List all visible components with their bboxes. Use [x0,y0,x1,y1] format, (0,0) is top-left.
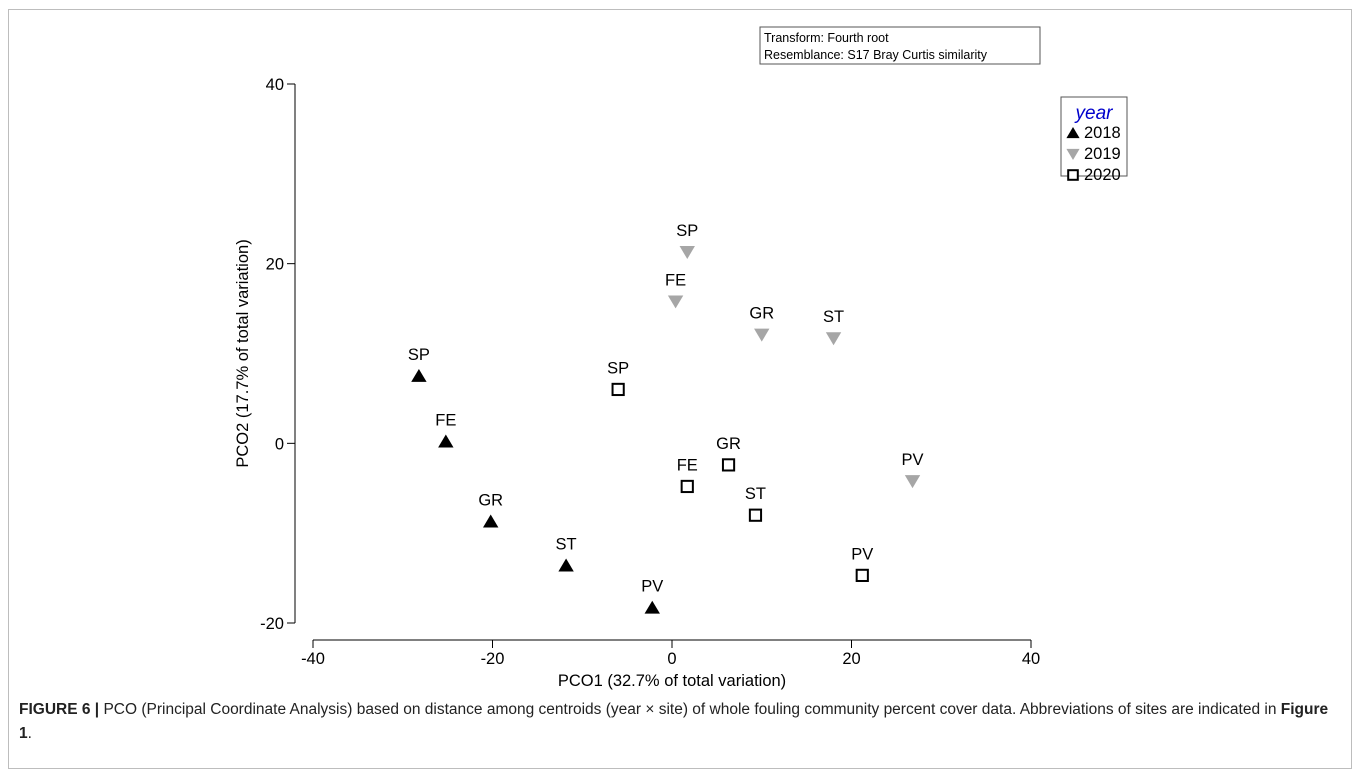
data-point-2018-fe: FE [435,412,456,448]
x-axis-ticks: -40 -20 0 20 40 [301,640,1040,668]
legend: year 2018 2019 2020 [1061,97,1127,184]
pco-scatter-chart: -40 -20 0 20 40 -20 0 20 40 PCO1 (32.7% of tota… [0,0,1360,690]
point-marker [645,601,660,614]
caption-figure-label: FIGURE 6 | [19,701,99,718]
point-marker [750,510,761,521]
x-tick-label: -40 [301,650,325,668]
point-label: ST [556,536,577,554]
legend-label: 2019 [1084,145,1121,163]
point-marker [723,459,734,470]
legend-title: year [1074,103,1114,124]
caption-end: . [28,725,32,742]
y-tick-label: 0 [275,435,284,453]
x-tick-label: 20 [842,650,860,668]
point-label: FE [435,412,456,430]
point-label: SP [408,346,430,364]
x-tick-label: -20 [481,650,505,668]
x-axis-label: PCO1 (32.7% of total variation) [558,672,786,690]
annotation-transform: Transform: Fourth root [764,31,889,45]
point-label: GR [478,491,503,509]
data-point-2020-gr: GR [716,435,741,471]
data-point-2019-fe: FE [665,271,686,308]
point-label: PV [851,545,873,563]
point-marker [754,329,769,342]
point-marker [668,295,683,308]
point-label: ST [823,308,844,326]
annotation-resemblance: Resemblance: S17 Bray Curtis similarity [764,48,988,62]
transform-annotation: Transform: Fourth root Resemblance: S17 … [760,27,1040,64]
point-label: ST [745,485,766,503]
point-label: PV [641,578,663,596]
point-marker [682,481,693,492]
point-marker [483,514,498,527]
data-point-2018-pv: PV [641,578,663,614]
legend-label: 2018 [1084,124,1121,142]
point-label: SP [676,222,698,240]
point-label: GR [716,435,741,453]
data-point-2020-st: ST [745,485,766,521]
data-point-2020-sp: SP [607,359,629,395]
y-tick-label: -20 [260,615,284,633]
data-point-2019-gr: GR [749,305,774,342]
point-label: FE [677,456,698,474]
axes: -40 -20 0 20 40 -20 0 20 40 PCO1 (32.7% of tota… [234,76,1040,690]
point-marker [411,369,426,382]
legend-marker [1068,170,1078,180]
data-point-2018-st: ST [556,536,577,572]
point-marker [905,475,920,488]
point-marker [857,570,868,581]
data-points: SP FE GR ST PV SP FE GR ST PV SP FE GR ST PV [408,222,924,614]
legend-label: 2020 [1084,166,1121,184]
y-tick-label: 40 [266,76,284,94]
data-point-2020-pv: PV [851,545,873,581]
data-point-2020-fe: FE [677,456,698,492]
point-label: FE [665,271,686,289]
point-marker [680,246,695,259]
figure-caption: FIGURE 6 | PCO (Principal Coordinate Ana… [19,698,1339,746]
point-label: GR [749,305,774,323]
data-point-2019-st: ST [823,308,844,345]
data-point-2018-sp: SP [408,346,430,382]
x-tick-label: 0 [667,650,676,668]
data-point-2019-sp: SP [676,222,698,259]
point-marker [558,559,573,572]
point-marker [438,435,453,448]
point-marker [826,332,841,345]
point-marker [613,384,624,395]
point-label: SP [607,359,629,377]
point-label: PV [902,451,924,469]
y-axis-ticks: -20 0 20 40 [260,76,295,633]
y-axis-label: PCO2 (17.7% of total variation) [234,239,252,467]
data-point-2019-pv: PV [902,451,924,488]
x-tick-label: 40 [1022,650,1040,668]
caption-text: PCO (Principal Coordinate Analysis) base… [99,701,1281,718]
y-tick-label: 20 [266,256,284,274]
data-point-2018-gr: GR [478,491,503,527]
